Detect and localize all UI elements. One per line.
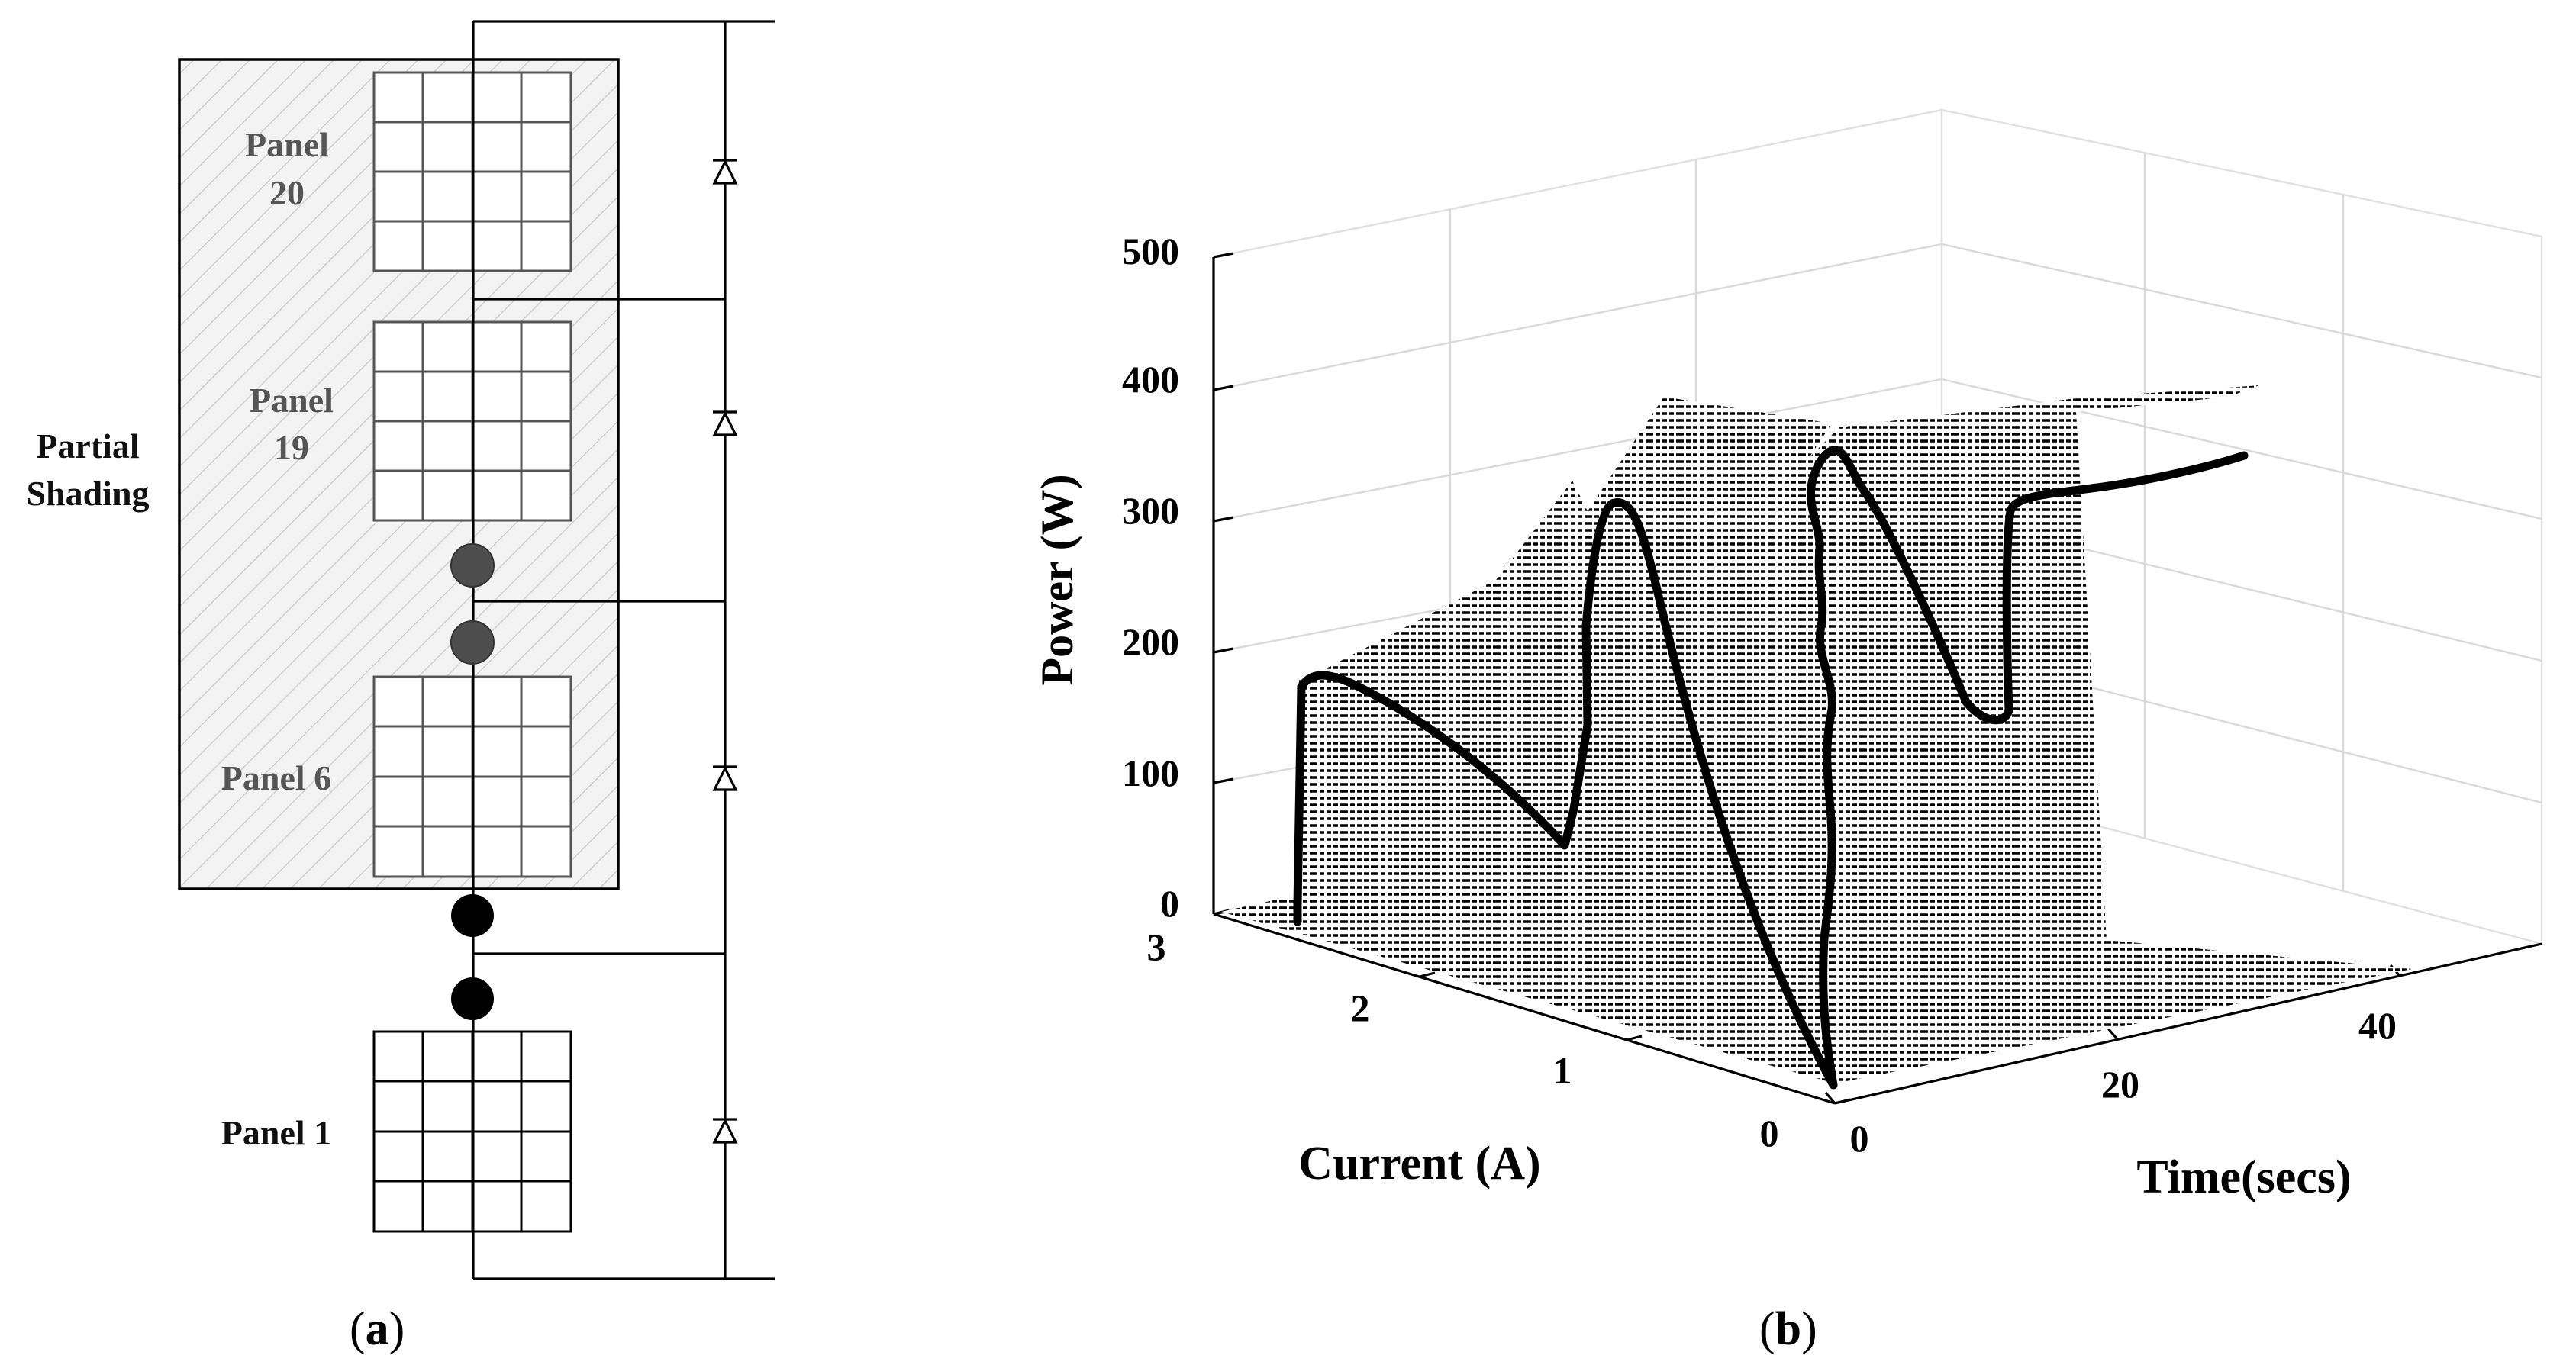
ellipsis-dot xyxy=(451,977,494,1020)
current-axis-title: Current (A) xyxy=(1298,1138,1540,1190)
power-tick-labels: 0 100 200 300 400 500 xyxy=(1122,230,1179,925)
current-tick-labels: 0 1 2 3 xyxy=(1147,926,1779,1154)
ellipsis-dot xyxy=(451,894,494,937)
panel-a-diagram: Panel 20 Panel 19 Panel 6 Panel 1 Partia… xyxy=(26,20,775,1355)
trajectory-line xyxy=(1293,446,2249,1090)
power-axis-title: Power (W) xyxy=(1032,474,1082,685)
power-tick: 0 xyxy=(1160,882,1179,925)
current-tick: 2 xyxy=(1351,987,1370,1029)
power-tick: 400 xyxy=(1122,358,1179,401)
time-axis-title: Time(secs) xyxy=(2136,1151,2351,1203)
power-tick: 200 xyxy=(1122,620,1179,663)
current-tick: 3 xyxy=(1147,926,1166,968)
power-tick: 300 xyxy=(1122,489,1179,532)
diode-icon xyxy=(712,410,738,436)
time-tick: 20 xyxy=(2101,1063,2139,1106)
caption-a: (a) xyxy=(350,1303,405,1355)
partial-shading-label: Partial xyxy=(36,427,139,465)
power-tick: 500 xyxy=(1122,230,1179,272)
panel-19-number: 19 xyxy=(274,428,309,467)
surface-fill xyxy=(1221,385,2412,1083)
time-tick-labels: 0 20 40 xyxy=(1850,1004,2397,1160)
bypass-diodes xyxy=(712,159,738,1144)
panel-6-label: Panel 6 xyxy=(221,758,331,797)
mppt-trajectory xyxy=(1293,446,2249,1090)
time-tick: 40 xyxy=(2358,1004,2397,1047)
panel-19-label: Panel xyxy=(250,381,334,420)
current-tick: 0 xyxy=(1760,1112,1779,1154)
caption-b: (b) xyxy=(1759,1303,1817,1355)
current-tick: 1 xyxy=(1553,1049,1572,1092)
partial-shading-label-line2: Shading xyxy=(26,474,149,513)
panel-20-number: 20 xyxy=(269,173,305,212)
time-tick: 0 xyxy=(1850,1117,1869,1160)
power-tick: 100 xyxy=(1122,752,1179,794)
chart-axes xyxy=(1212,252,2542,1105)
diode-icon xyxy=(712,765,738,791)
panel-1-label: Panel 1 xyxy=(221,1113,331,1152)
diode-icon xyxy=(712,1118,738,1144)
power-surface xyxy=(1221,385,2412,1083)
panel-b-chart: 0 100 200 300 400 500 0 1 2 3 0 20 40 Po… xyxy=(1032,108,2543,1355)
diode-icon xyxy=(712,159,738,185)
ellipsis-dot-shaded xyxy=(450,543,495,588)
panel-20-label: Panel xyxy=(245,125,329,164)
ellipsis-dot-shaded xyxy=(450,620,495,665)
